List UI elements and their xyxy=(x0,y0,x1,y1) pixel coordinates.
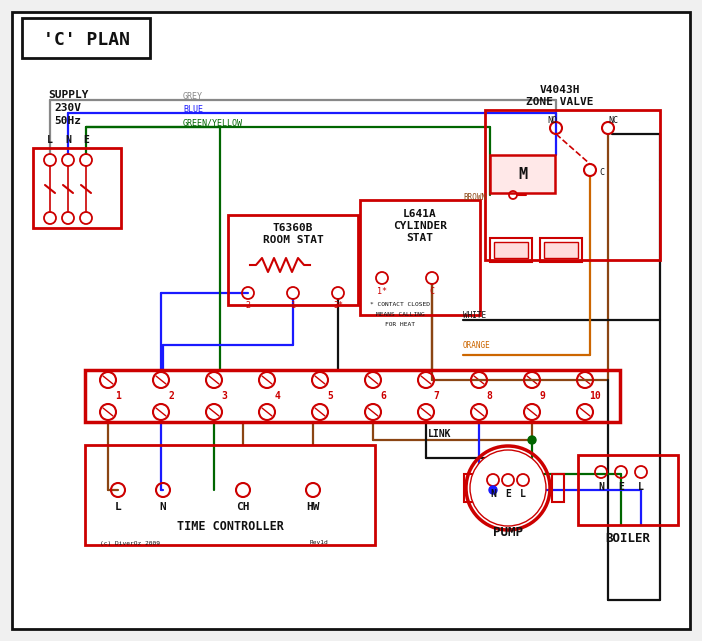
Text: STAT: STAT xyxy=(406,233,434,243)
Text: Rev1d: Rev1d xyxy=(310,540,329,545)
Text: SUPPLY: SUPPLY xyxy=(48,90,88,100)
Text: N: N xyxy=(159,502,166,512)
Text: (c) DiverOz 2009: (c) DiverOz 2009 xyxy=(100,540,160,545)
Text: TIME CONTROLLER: TIME CONTROLLER xyxy=(177,520,284,533)
Text: BOILER: BOILER xyxy=(606,531,651,544)
Text: BLUE: BLUE xyxy=(183,104,203,113)
Text: NO: NO xyxy=(547,115,557,124)
Text: 8: 8 xyxy=(486,391,492,401)
Text: M: M xyxy=(519,167,528,181)
Bar xyxy=(490,155,555,193)
Text: 1: 1 xyxy=(115,391,121,401)
Bar xyxy=(22,18,150,58)
Text: 2: 2 xyxy=(246,301,251,310)
Text: 50Hz: 50Hz xyxy=(55,116,81,126)
Text: L: L xyxy=(638,482,644,492)
Text: WHITE: WHITE xyxy=(463,310,486,319)
Text: 'C' PLAN: 'C' PLAN xyxy=(43,31,129,49)
Bar xyxy=(360,200,480,315)
Text: 3: 3 xyxy=(221,391,227,401)
Text: CH: CH xyxy=(237,502,250,512)
Text: 10: 10 xyxy=(589,391,601,401)
Text: 5: 5 xyxy=(327,391,333,401)
Text: ROOM STAT: ROOM STAT xyxy=(263,235,324,245)
Bar xyxy=(464,474,476,502)
Bar xyxy=(540,238,582,262)
Text: 1: 1 xyxy=(291,301,296,310)
Bar xyxy=(85,445,375,545)
Text: 4: 4 xyxy=(274,391,280,401)
Text: E: E xyxy=(618,482,624,492)
Text: C: C xyxy=(430,287,435,296)
Bar xyxy=(490,238,532,262)
Bar xyxy=(544,242,578,258)
Text: GREY: GREY xyxy=(183,92,203,101)
Text: 2: 2 xyxy=(168,391,174,401)
Text: L: L xyxy=(520,489,526,499)
Text: N: N xyxy=(598,482,604,492)
Text: HW: HW xyxy=(306,502,319,512)
Text: BROWN: BROWN xyxy=(463,192,486,201)
Text: * CONTACT CLOSED: * CONTACT CLOSED xyxy=(370,301,430,306)
Text: L: L xyxy=(114,502,121,512)
Text: E: E xyxy=(505,489,511,499)
Circle shape xyxy=(489,486,497,494)
Text: ZONE VALVE: ZONE VALVE xyxy=(526,97,594,107)
Circle shape xyxy=(470,450,546,526)
Text: 9: 9 xyxy=(539,391,545,401)
Text: NC: NC xyxy=(608,115,618,124)
Text: E: E xyxy=(83,135,89,145)
Text: 7: 7 xyxy=(433,391,439,401)
Text: N: N xyxy=(65,135,71,145)
Text: L: L xyxy=(47,135,53,145)
Bar xyxy=(485,110,660,260)
Bar xyxy=(85,370,620,422)
Text: V4043H: V4043H xyxy=(540,85,581,95)
Text: PUMP: PUMP xyxy=(493,526,523,540)
Text: L641A: L641A xyxy=(403,209,437,219)
Text: 3*: 3* xyxy=(333,301,343,310)
Text: MEANS CALLING: MEANS CALLING xyxy=(376,312,425,317)
Bar xyxy=(228,215,358,305)
Text: 1*: 1* xyxy=(377,287,387,296)
Bar xyxy=(494,242,528,258)
Text: C: C xyxy=(600,167,604,176)
Bar xyxy=(578,455,678,525)
Circle shape xyxy=(528,436,536,444)
Text: 6: 6 xyxy=(380,391,386,401)
Bar xyxy=(552,474,564,502)
Text: ORANGE: ORANGE xyxy=(463,340,491,349)
Text: CYLINDER: CYLINDER xyxy=(393,221,447,231)
Text: LINK: LINK xyxy=(428,429,452,439)
Text: N: N xyxy=(490,489,496,499)
Text: 230V: 230V xyxy=(55,103,81,113)
Text: T6360B: T6360B xyxy=(273,223,313,233)
Bar xyxy=(33,148,121,228)
Text: FOR HEAT: FOR HEAT xyxy=(385,322,415,326)
Text: GREEN/YELLOW: GREEN/YELLOW xyxy=(183,119,243,128)
